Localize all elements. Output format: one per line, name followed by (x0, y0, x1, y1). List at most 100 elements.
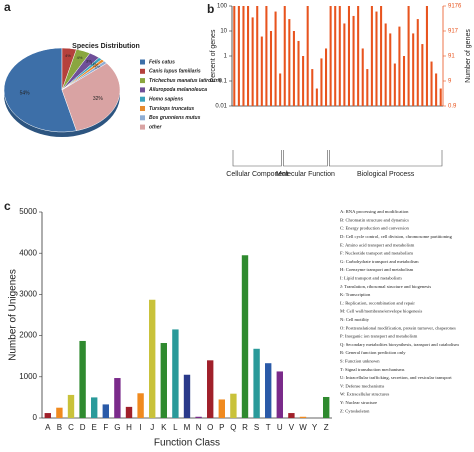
slice-label: 1% (95, 64, 101, 69)
bar (172, 329, 179, 418)
bar (425, 6, 428, 106)
y-tick-label: 4000 (19, 248, 37, 257)
x-tick-label: O (207, 423, 213, 432)
legend-label: Tursiops truncatus (149, 106, 194, 112)
bar (299, 416, 307, 418)
bar (276, 371, 283, 418)
legend-text: P: Inorganic ion transport and metabolis… (340, 334, 418, 339)
bar (334, 6, 337, 106)
bar (114, 378, 121, 418)
bar (421, 44, 424, 106)
bar (218, 399, 225, 418)
group-label: Cellular Component (226, 171, 288, 178)
x-axis-title: Function Class (154, 438, 220, 449)
legend-text: C: Energy production and conversion (340, 226, 410, 231)
legend-text: Q: Secondary metabolites biosynthesis, t… (340, 342, 459, 348)
x-tick-label: Y (312, 423, 318, 432)
bar (347, 6, 350, 106)
bar (230, 393, 237, 418)
legend-text: E: Amino acid transport and metabolism (340, 242, 415, 247)
legend-text: Z: Cytoskeleton (340, 408, 370, 413)
x-tick-label: B (57, 423, 62, 432)
legend-text: D: Cell cycle control, cell division, ch… (340, 234, 453, 240)
legend-text: U: Intracellular trafficking, secretion,… (340, 375, 452, 381)
x-tick-label: I (139, 423, 141, 432)
slice-label: 4% (65, 53, 71, 58)
y2-tick-label: 9176 (448, 4, 462, 10)
bar (207, 360, 214, 418)
group-label: Molecular Function (276, 171, 335, 178)
y-tick-label: 0.01 (215, 104, 227, 110)
legend-text: R: General function prediction only (340, 350, 406, 355)
x-tick-label: T (266, 423, 271, 432)
y-tick-label: 100 (217, 4, 228, 10)
bar (265, 6, 268, 106)
x-tick-label: U (277, 423, 283, 432)
legend-swatch (140, 124, 145, 130)
legend-text: L: Replication, recombination and repair (340, 300, 415, 306)
legend-label: Felis catus (149, 59, 175, 65)
bar (370, 6, 373, 106)
y2-tick-label: 9 (448, 79, 452, 85)
legend-swatch (140, 78, 145, 84)
y-tick-label: 0 (33, 413, 38, 422)
y-tick-label: 3000 (19, 290, 37, 299)
y-axis-title: Percent of genes (210, 29, 217, 82)
x-tick-label: P (219, 423, 224, 432)
bar (412, 33, 415, 107)
bar (288, 413, 295, 418)
x-tick-label: E (92, 423, 97, 432)
bar (352, 15, 355, 106)
bar (384, 23, 387, 106)
bar (56, 407, 63, 418)
bar (242, 6, 245, 106)
legend-swatch (140, 59, 145, 65)
bar (44, 413, 51, 418)
bar (439, 88, 442, 106)
bar (137, 393, 144, 418)
bar (102, 404, 109, 418)
legend-text: W: Extracellular structures (340, 392, 390, 397)
bar (274, 11, 277, 106)
y2-axis-title: Number of genes (465, 29, 472, 83)
bar (361, 48, 364, 106)
slice-label: 4% (77, 55, 83, 60)
panel-label: c (4, 199, 11, 213)
bar (325, 48, 328, 106)
bar (306, 6, 309, 106)
x-tick-label: M (184, 423, 191, 432)
x-tick-label: F (103, 423, 108, 432)
slice-label: 1% (91, 61, 97, 66)
x-tick-label: V (289, 423, 295, 432)
group-bracket (283, 150, 328, 167)
y-axis-title: Number of Unigenes (8, 269, 19, 361)
bar (393, 63, 396, 106)
bar (125, 406, 133, 418)
bar (329, 6, 332, 106)
x-tick-label: G (114, 423, 120, 432)
bar (260, 36, 263, 106)
legend-text: S: Function unknown (340, 358, 380, 363)
slice-label: 3% (86, 59, 92, 64)
legend-label: Homo sapiens (149, 97, 183, 103)
slice-label: 54% (20, 91, 31, 97)
bar (357, 6, 360, 106)
legend-swatch (140, 96, 145, 102)
bar (91, 397, 98, 418)
y-tick-label: 1 (224, 54, 228, 60)
legend-text: V: Defense mechanisms (340, 383, 385, 388)
x-tick-label: S (254, 423, 259, 432)
slice-label: 32% (93, 96, 104, 102)
bar (323, 396, 330, 418)
x-tick-label: K (161, 423, 167, 432)
bar (416, 19, 419, 106)
bar (366, 69, 369, 106)
bar (343, 23, 346, 106)
bar (315, 88, 318, 106)
y2-tick-label: 91 (448, 54, 455, 60)
bar (241, 255, 249, 418)
x-tick-label: N (196, 423, 202, 432)
legend-text: B: Chromatin structure and dynamics (340, 217, 409, 222)
bar (233, 6, 236, 106)
bar (79, 340, 86, 418)
